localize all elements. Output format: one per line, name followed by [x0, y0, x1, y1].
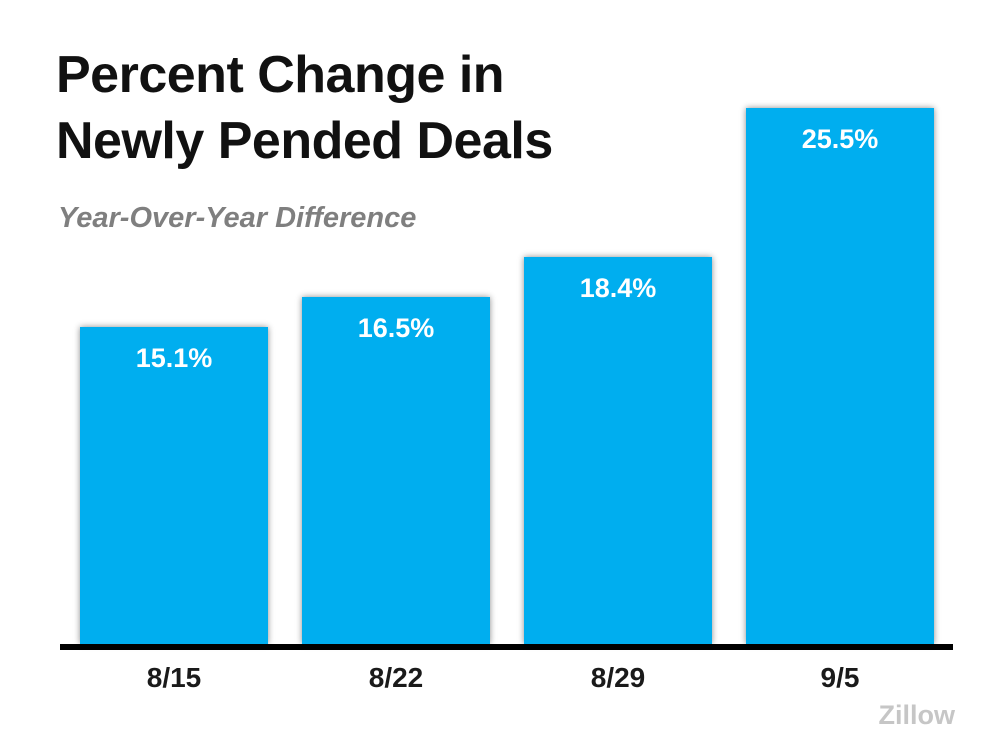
bar-value-label: 25.5% — [801, 124, 879, 154]
chart-subtitle: Year-Over-Year Difference — [58, 202, 417, 234]
chart-title: Percent Change in Newly Pended Deals — [56, 42, 553, 174]
chart-title-line1: Percent Change in — [56, 46, 505, 104]
x-axis-label: 8/15 — [146, 662, 202, 693]
bar-value-label: 18.4% — [579, 273, 657, 303]
x-axis-label: 8/22 — [368, 662, 424, 693]
attribution-text: Zillow — [878, 700, 956, 730]
bar-value-label: 16.5% — [357, 313, 435, 343]
bar-8/22: 16.5% — [302, 297, 490, 644]
bars: 15.1% 16.5% 18.4% 25.5% — [80, 108, 934, 644]
chart-title-line2: Newly Pended Deals — [56, 112, 553, 170]
bar-8/15: 15.1% — [80, 327, 268, 644]
bar-value-label: 15.1% — [135, 343, 213, 373]
x-axis-line — [60, 644, 953, 650]
bar-8/29: 18.4% — [524, 257, 712, 644]
x-axis-label: 8/29 — [590, 662, 646, 693]
x-axis-label: 9/5 — [820, 662, 860, 693]
bar-9/5: 25.5% — [746, 108, 934, 644]
x-axis-labels: 8/15 8/22 8/29 9/5 — [80, 662, 934, 694]
